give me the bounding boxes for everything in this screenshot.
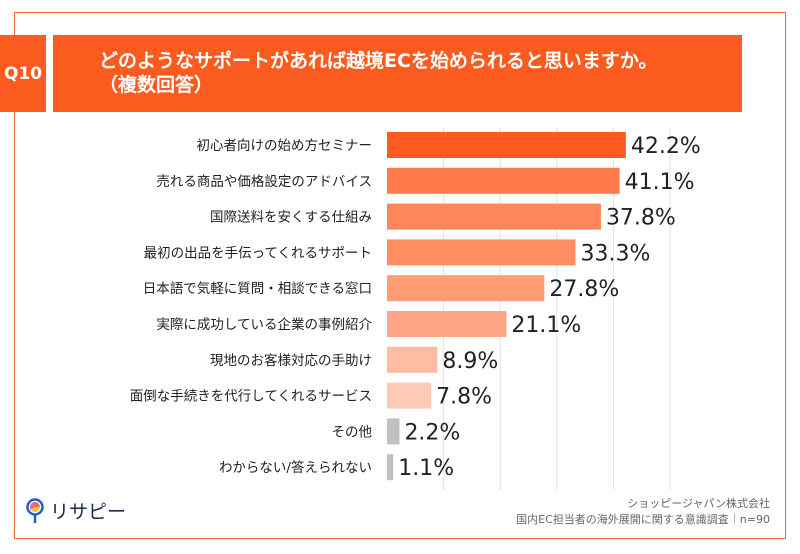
bar bbox=[387, 239, 576, 266]
category-label: 実際に成功している企業の事例紹介 bbox=[156, 316, 372, 333]
magnifier-pie-icon bbox=[26, 497, 44, 523]
category-label: 売れる商品や価格設定のアドバイス bbox=[156, 174, 372, 190]
bar bbox=[387, 275, 545, 302]
category-label: その他 bbox=[332, 424, 373, 440]
category-label: 日本語で気軽に質問・相談できる窓口 bbox=[143, 280, 372, 297]
category-label: 国際送料を安くする仕組み bbox=[210, 210, 372, 226]
category-label: わからない/答えられない bbox=[219, 459, 372, 476]
value-label: 41.1% bbox=[625, 170, 695, 195]
category-label: 最初の出品を手伝ってくれるサポート bbox=[144, 244, 372, 261]
value-label: 42.2% bbox=[631, 134, 701, 159]
logo-text: リサピー bbox=[50, 501, 127, 523]
bar bbox=[387, 167, 620, 194]
question-title: どのようなサポートがあれば越境ECを始められると思いますか。 （複数回答） bbox=[53, 35, 742, 112]
value-label: 8.9% bbox=[442, 349, 498, 374]
bar bbox=[387, 454, 394, 481]
title-line-1: どのようなサポートがあれば越境ECを始められると思いますか。 bbox=[99, 50, 658, 72]
value-label: 37.8% bbox=[606, 206, 676, 231]
value-label: 7.8% bbox=[436, 385, 492, 410]
value-label: 33.3% bbox=[580, 241, 650, 266]
value-label: 21.1% bbox=[511, 313, 581, 338]
bar bbox=[387, 132, 626, 158]
category-label: 面倒な手続きを代行してくれるサービス bbox=[130, 389, 372, 405]
value-label: 1.1% bbox=[398, 456, 454, 481]
source-note: ショッピージャパン株式会社 国内EC担当者の海外展開に関する意識調査｜n=90 bbox=[516, 496, 770, 528]
title-line-2: （複数回答） bbox=[99, 74, 214, 96]
chart-frame bbox=[14, 12, 786, 539]
bar bbox=[387, 203, 601, 230]
bar bbox=[387, 418, 400, 445]
company-name: ショッピージャパン株式会社 bbox=[627, 497, 770, 510]
value-label: 27.8% bbox=[549, 277, 619, 302]
bar bbox=[387, 382, 432, 409]
bar bbox=[387, 346, 438, 373]
survey-info: 国内EC担当者の海外展開に関する意識調査｜n=90 bbox=[516, 513, 770, 526]
category-label: 現地のお客様対応の手助け bbox=[210, 352, 372, 369]
bar bbox=[387, 311, 507, 337]
question-number: Q10 bbox=[0, 35, 46, 112]
logo: リサピー bbox=[26, 497, 126, 524]
value-label: 2.2% bbox=[404, 420, 460, 445]
category-label: 初心者向けの始め方セミナー bbox=[197, 137, 373, 154]
